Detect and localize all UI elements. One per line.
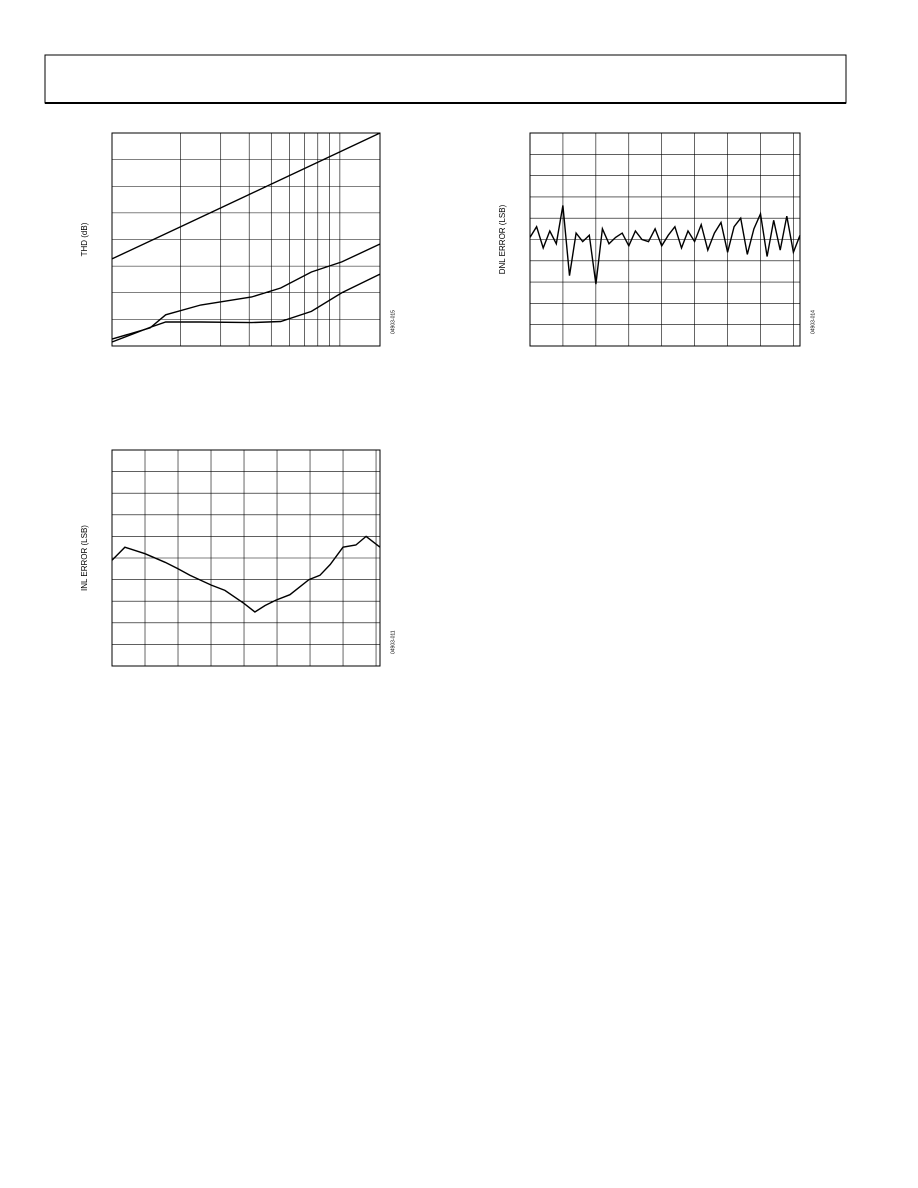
plot-frame — [111, 132, 381, 347]
data-line — [111, 535, 381, 613]
y-axis-label: INL ERROR (LSB) — [80, 525, 89, 591]
plot-frame — [529, 132, 801, 347]
header-box — [44, 54, 847, 104]
data-line — [111, 273, 381, 343]
y-axis-label: DNL ERROR (LSB) — [498, 204, 507, 274]
plot-frame — [111, 449, 381, 667]
figure-code: 04903-015 — [390, 310, 396, 334]
figure-code: 04903-011 — [390, 630, 396, 654]
data-line — [529, 205, 801, 285]
data-line — [111, 243, 381, 340]
data-line — [111, 132, 381, 260]
y-axis-label: THD (dB) — [80, 222, 89, 256]
figure-code: 04903-014 — [810, 310, 816, 334]
